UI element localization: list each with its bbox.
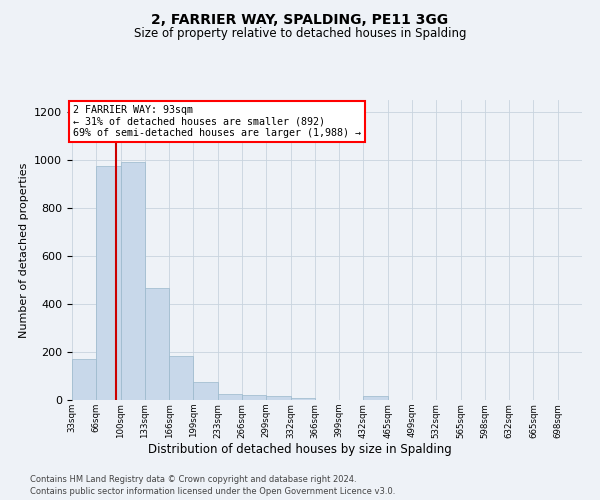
Text: Size of property relative to detached houses in Spalding: Size of property relative to detached ho… xyxy=(134,28,466,40)
Bar xyxy=(242,395,266,400)
Text: 2 FARRIER WAY: 93sqm
← 31% of detached houses are smaller (892)
69% of semi-deta: 2 FARRIER WAY: 93sqm ← 31% of detached h… xyxy=(73,105,361,138)
Text: Contains public sector information licensed under the Open Government Licence v3: Contains public sector information licen… xyxy=(30,488,395,496)
Text: 2, FARRIER WAY, SPALDING, PE11 3GG: 2, FARRIER WAY, SPALDING, PE11 3GG xyxy=(151,12,449,26)
Bar xyxy=(290,398,315,400)
Y-axis label: Number of detached properties: Number of detached properties xyxy=(19,162,29,338)
Bar xyxy=(364,396,388,400)
Bar xyxy=(266,396,290,400)
Text: Distribution of detached houses by size in Spalding: Distribution of detached houses by size … xyxy=(148,442,452,456)
Bar xyxy=(72,359,96,400)
Text: Contains HM Land Registry data © Crown copyright and database right 2024.: Contains HM Land Registry data © Crown c… xyxy=(30,475,356,484)
Bar xyxy=(96,166,121,400)
Bar xyxy=(121,162,145,400)
Bar xyxy=(193,382,218,400)
Bar xyxy=(218,394,242,400)
Bar xyxy=(145,288,169,400)
Bar xyxy=(169,356,193,400)
